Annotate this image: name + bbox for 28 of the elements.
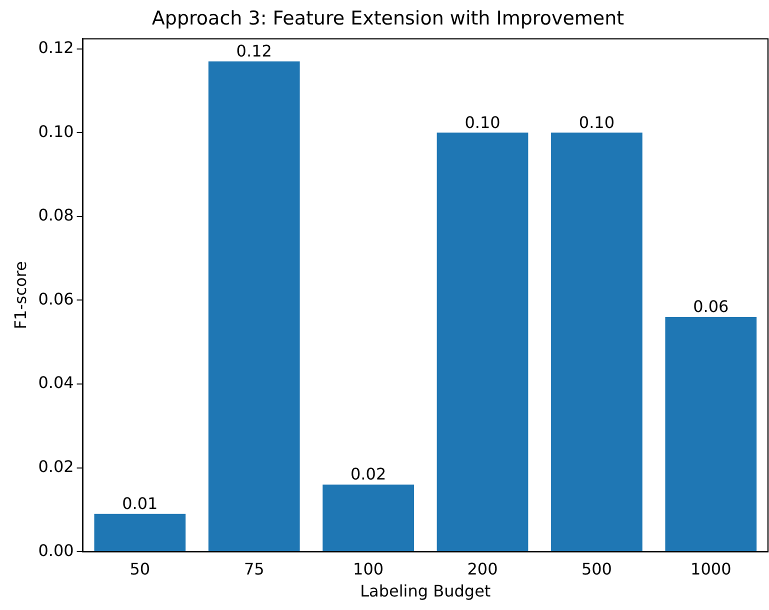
- data-label: 0.12: [236, 42, 272, 61]
- x-tick-label: 100: [353, 559, 384, 578]
- x-tick-label: 50: [130, 559, 150, 578]
- bar: [94, 514, 186, 552]
- x-tick-label: 75: [244, 559, 264, 578]
- y-axis-title: F1-score: [10, 261, 30, 330]
- bar: [436, 132, 528, 552]
- x-tick-label: 500: [581, 559, 612, 578]
- y-tick-label: 0.06: [38, 289, 74, 308]
- data-label: 0.06: [693, 297, 729, 316]
- data-label: 0.02: [350, 464, 386, 484]
- bar: [665, 316, 757, 552]
- bar: [551, 132, 642, 552]
- bar: [208, 61, 300, 552]
- y-tick-label: 0.08: [38, 206, 74, 225]
- data-label: 0.10: [578, 112, 615, 132]
- data-label: 0.01: [122, 494, 158, 514]
- x-tick-label: 200: [467, 559, 498, 578]
- data-label: 0.10: [464, 112, 500, 132]
- y-tick-label: 0.10: [38, 122, 74, 141]
- x-axis-title: Labeling Budget: [360, 582, 491, 601]
- x-tick-label: 1000: [690, 559, 732, 578]
- bar: [322, 484, 414, 552]
- y-tick-label: 0.12: [38, 38, 74, 58]
- y-tick-label: 0.00: [38, 540, 74, 560]
- y-tick-label: 0.04: [38, 373, 74, 392]
- chart-title: Approach 3: Feature Extension with Improvement: [152, 7, 624, 30]
- y-tick-label: 0.02: [38, 456, 74, 476]
